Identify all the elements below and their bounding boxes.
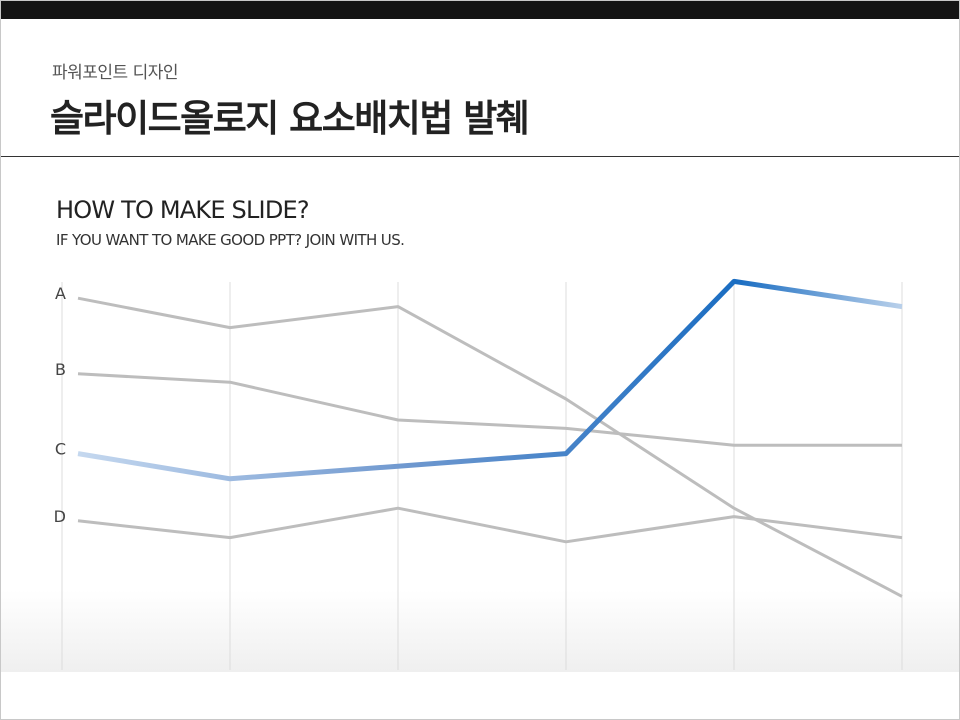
series-line-d xyxy=(77,506,903,544)
series-line-c xyxy=(77,278,903,482)
page-subtitle: 파워포인트 디자인 xyxy=(52,63,179,83)
top-bar xyxy=(0,0,960,19)
series-label-d: D xyxy=(54,507,66,526)
header-divider xyxy=(0,156,960,157)
series-labels: A B C D xyxy=(54,284,66,526)
series-line-b xyxy=(77,372,902,447)
series-line-a xyxy=(77,296,903,598)
section-tagline: IF YOU WANT TO MAKE GOOD PPT? JOIN WITH … xyxy=(56,231,405,249)
series-label-a: A xyxy=(55,284,66,303)
series-label-c: C xyxy=(55,440,66,459)
series-label-b: B xyxy=(55,360,66,379)
page-title: 슬라이드올로지 요소배치법 발췌 xyxy=(50,97,530,140)
gridlines xyxy=(61,282,903,670)
bottom-fade xyxy=(0,590,960,672)
section-heading: HOW TO MAKE SLIDE? xyxy=(56,196,310,224)
series-lines xyxy=(77,278,903,598)
